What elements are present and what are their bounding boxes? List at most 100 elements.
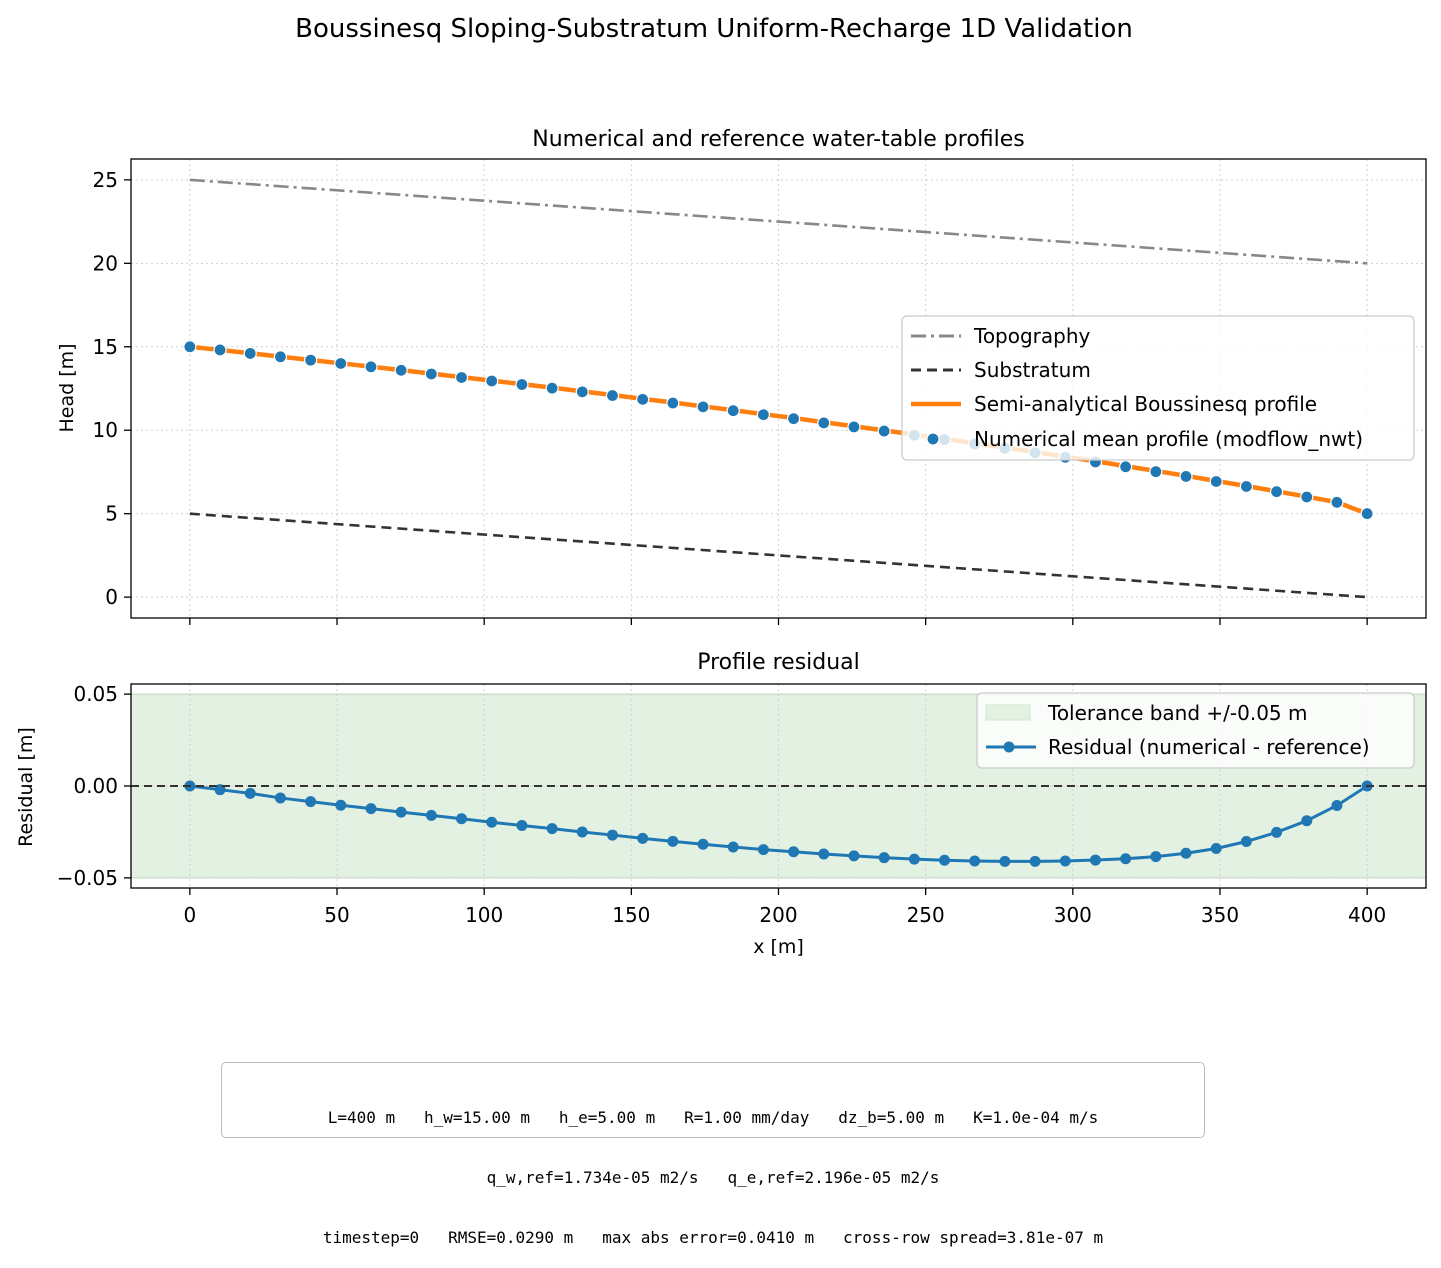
residual-point [969,855,981,867]
numerical-profile-point [273,350,288,364]
figure: Boussinesq Sloping-Substratum Uniform-Re… [15,14,1427,958]
x-tick-label: 150 [612,903,650,927]
numerical-profile-point [817,416,831,430]
panel-title-profiles: Numerical and reference water-table prof… [532,127,1025,152]
residual-point [637,832,649,844]
x-tick-label: 100 [465,903,503,927]
numerical-profile-point [1239,479,1253,494]
x-tick-label: 350 [1201,903,1239,927]
numerical-profile-point [1360,507,1374,521]
numerical-profile-point [726,404,740,418]
series-semi-analytical-boussinesq-profile [189,344,1368,516]
y-tick-label: −0.05 [57,866,118,890]
series-substratum [189,512,1368,599]
y-tick-label: 20 [93,251,118,275]
residual-point [456,813,468,825]
residual-point [1059,855,1071,867]
residual-point [757,844,769,856]
residual-point [425,809,437,821]
y-tick-label: 25 [93,168,118,192]
residual-point [606,829,618,841]
series-layer-residual [131,780,1426,867]
panel-title-residual: Profile residual [697,650,860,675]
numerical-profile-point [304,353,318,367]
residual-point [1089,854,1101,866]
residual-point [1180,847,1192,859]
y-tick-label: 0.00 [73,774,118,798]
residual-point [365,803,377,815]
ticks-residual: 0 50 100 150 200 250 300 350 400 0.05 0.00 −0.05 [57,682,1387,927]
info-line-error-metrics: timestep=0 RMSE=0.0290 m max abs error=0… [322,1228,1104,1247]
x-tick-label: 50 [324,903,349,927]
legend-residual: Tolerance band +/-0.05 m Residual (numer… [976,692,1415,769]
legend-label-numerical: Numerical mean profile (modflow_nwt) [974,427,1363,451]
residual-point [908,853,920,865]
numerical-profile-point [786,412,801,426]
numerical-profile-point [1330,495,1344,509]
legend-label-residual: Residual (numerical - reference) [1048,735,1370,759]
numerical-profile-point [213,343,227,357]
residual-point [576,826,588,838]
residual-point [878,852,890,864]
numerical-profile-point [485,374,499,388]
residual-point [1271,826,1283,838]
legend-frame-profiles [901,315,1415,461]
numerical-profile-point [1300,490,1314,504]
residual-point [1240,836,1252,848]
panel-residual: 0 50 100 150 200 250 300 350 400 0.05 0.00 −0.05 Pr… [15,650,1427,958]
ticks-profiles: 0 5 10 15 20 25 [93,168,1368,625]
legend-profiles: Topography Substratum Semi-analytical Bo… [901,315,1415,461]
legend-label-boussinesq: Semi-analytical Boussinesq profile [974,392,1317,416]
numerical-profile-point [1149,465,1163,479]
numerical-profile-point [636,392,650,406]
x-tick-label: 200 [759,903,797,927]
x-axis-label: x [m] [753,936,804,958]
numerical-profile-point [394,363,408,377]
y-axis-label-profiles: Head [m] [56,343,78,432]
y-tick-label: 0 [105,585,118,609]
numerical-profile-point [605,388,620,403]
numerical-profile-point [575,385,589,399]
residual-point [1331,799,1343,811]
numerical-profile-point [364,360,378,374]
residual-point [274,792,286,804]
legend-swatch-residual-marker [1003,741,1015,753]
residual-point [1120,853,1132,865]
residual-point [1210,842,1222,854]
y-axis-label-residual: Residual [m] [15,727,37,847]
residual-point [335,799,347,811]
residual-point [486,816,498,828]
residual-point [244,787,256,799]
residual-point [788,846,800,858]
numerical-profile-point [183,340,197,354]
numerical-profile-point [756,408,771,422]
residual-point [516,820,528,832]
residual-point [818,848,830,860]
legend-swatch-numerical [926,432,940,446]
numerical-profile-point [847,420,861,434]
numerical-profile-point [454,370,469,385]
y-tick-label: 15 [93,335,118,359]
residual-point [305,796,317,808]
legend-frame-residual [976,692,1415,769]
residual-point [667,835,679,847]
y-tick-label: 5 [105,502,118,526]
numerical-profile-point [1119,460,1133,474]
numerical-profile-point [1179,469,1193,484]
residual-point [697,838,709,850]
residual-point [999,855,1011,867]
series-layer-profiles [183,178,1374,599]
info-line-parameters: L=400 m h_w=15.00 m h_e=5.00 m R=1.00 mm… [327,1108,1099,1127]
residual-point [1029,855,1041,867]
numerical-profile-point [334,356,348,371]
numerical-profile-point [545,381,559,395]
numerical-profile-point [1269,485,1284,499]
residual-point [1301,815,1313,827]
residual-point [727,841,739,853]
residual-point [848,850,860,862]
y-tick-label: 10 [93,418,118,442]
numerical-profile-point [696,400,710,414]
legend-label-substratum: Substratum [974,358,1091,382]
residual-point [1150,851,1162,863]
residual-point [939,854,951,866]
